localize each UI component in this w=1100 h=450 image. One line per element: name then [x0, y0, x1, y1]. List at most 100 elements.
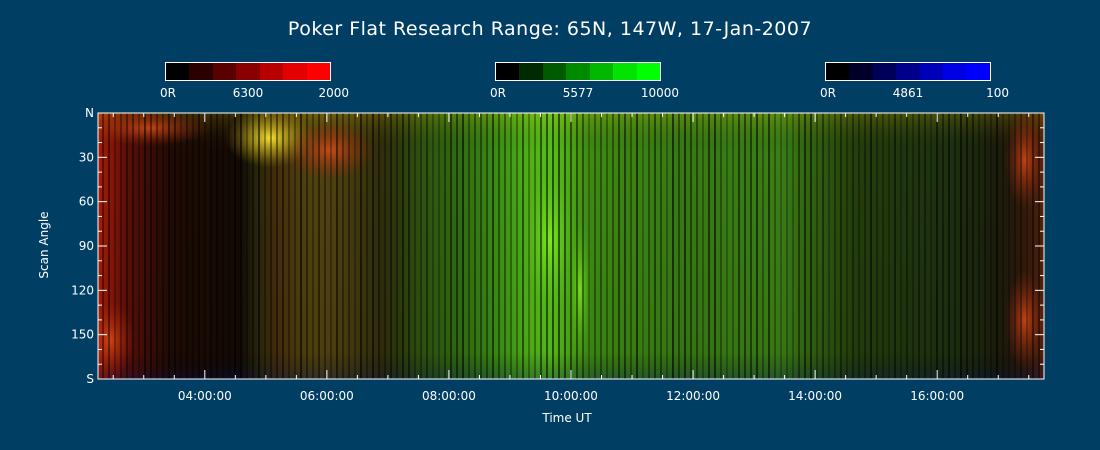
keogram-stripe [270, 113, 272, 379]
keogram-stripe [312, 113, 314, 379]
keogram-stripe [576, 113, 578, 379]
keogram-stripe [516, 113, 518, 379]
keogram-stripe [900, 113, 902, 379]
keogram-stripe [456, 113, 458, 379]
keogram-stripe [156, 113, 158, 379]
keogram-stripe [108, 113, 110, 379]
keogram-stripe [132, 113, 134, 379]
keogram-stripe [210, 113, 212, 379]
keogram-stripe [732, 113, 734, 379]
keogram-stripe [552, 113, 554, 379]
keogram-stripe [606, 113, 608, 379]
keogram-stripe [522, 113, 524, 379]
keogram-stripe [630, 113, 632, 379]
green-colorbar-swatch [566, 63, 590, 80]
red-colorbar-swatch [283, 63, 307, 80]
keogram-stripe [120, 113, 122, 379]
keogram-stripe [828, 113, 830, 379]
y-axis-label: Scan Angle [37, 211, 51, 279]
keogram-stripe [186, 113, 188, 379]
keogram-stripe [984, 113, 986, 379]
keogram-stripe [570, 113, 572, 379]
keogram-stripe [114, 113, 116, 379]
keogram-stripe [354, 113, 356, 379]
keogram-stripe [324, 113, 326, 379]
colorbar-6300: 0R 6300 2000 [160, 62, 349, 100]
keogram-stripe [1026, 113, 1028, 379]
keogram-stripe [564, 113, 566, 379]
keogram-stripe [600, 113, 602, 379]
x-tick-label: 06:00:00 [300, 389, 354, 403]
keogram-stripe [258, 113, 260, 379]
keogram-stripe [438, 113, 440, 379]
blue-colorbar-swatch [919, 63, 944, 80]
keogram-stripe [180, 113, 182, 379]
keogram-stripe [228, 113, 230, 379]
keogram-stripe [972, 113, 974, 379]
colorbar-4861-min-label: 0R [820, 86, 836, 100]
keogram-stripe [558, 113, 560, 379]
colorbar-5577-wavelength-label: 5577 [562, 86, 594, 100]
x-tick-label: 12:00:00 [666, 389, 720, 403]
keogram-stripe [492, 113, 494, 379]
keogram-stripe [750, 113, 752, 379]
keogram-stripe [756, 113, 758, 379]
red-colorbar-swatch [236, 63, 260, 80]
blue-colorbar-swatch [943, 63, 967, 80]
keogram-stripe [936, 113, 938, 379]
keogram-stripe [888, 113, 890, 379]
y-tick-label: N [85, 106, 94, 120]
colorbar-4861: 0R 4861 100 [820, 62, 1009, 100]
green-colorbar-swatch [496, 63, 520, 80]
keogram-stripe [588, 113, 590, 379]
x-tick-label: 16:00:00 [910, 389, 964, 403]
keogram-stripe [384, 113, 386, 379]
keogram-stripe [1008, 113, 1010, 379]
keogram-stripe [402, 113, 404, 379]
keogram-stripe [174, 113, 176, 379]
keogram-stripe [468, 113, 470, 379]
keogram-stripe [942, 113, 944, 379]
keogram-stripe [738, 113, 740, 379]
y-tick-label: 150 [71, 328, 94, 342]
keogram-stripe [870, 113, 872, 379]
keogram-stripe [546, 113, 548, 379]
keogram-stripe [882, 113, 884, 379]
keogram-stripe [846, 113, 848, 379]
keogram-stripe [390, 113, 392, 379]
keogram-stripe [654, 113, 656, 379]
keogram-stripe [690, 113, 692, 379]
keogram-stripe [426, 113, 428, 379]
blue-colorbar-swatch [872, 63, 897, 80]
colorbar-5577-swatches [495, 62, 661, 81]
keogram-stripe [444, 113, 446, 379]
keogram-stripe [798, 113, 800, 379]
keogram-stripe [810, 113, 812, 379]
keogram-stripe [540, 113, 542, 379]
keogram-stripe [780, 113, 782, 379]
keogram-stripe [864, 113, 866, 379]
red-colorbar-swatch [166, 63, 190, 80]
keogram-stripe [246, 113, 248, 379]
keogram-stripe [912, 113, 914, 379]
y-tick-label: 90 [79, 239, 94, 253]
red-colorbar-swatch [306, 63, 330, 80]
keogram-stripe [264, 113, 266, 379]
keogram-stripe [804, 113, 806, 379]
colorbar-4861-max-label: 100 [986, 86, 1009, 100]
colorbar-6300-min-label: 0R [160, 86, 176, 100]
keogram-image [98, 113, 1044, 379]
y-tick-label: 30 [79, 150, 94, 164]
keogram-stripe [510, 113, 512, 379]
colorbar-6300-wavelength-label: 6300 [232, 86, 264, 100]
red-colorbar-swatch [259, 63, 284, 80]
colorbar-5577-max-label: 10000 [640, 86, 679, 100]
red-colorbar-swatch [212, 63, 237, 80]
keogram-stripe [1014, 113, 1016, 379]
keogram-stripe [372, 113, 374, 379]
y-tick-label: S [86, 372, 94, 386]
keogram-stripe [996, 113, 998, 379]
keogram-stripe [618, 113, 620, 379]
keogram-stripe [240, 113, 242, 379]
